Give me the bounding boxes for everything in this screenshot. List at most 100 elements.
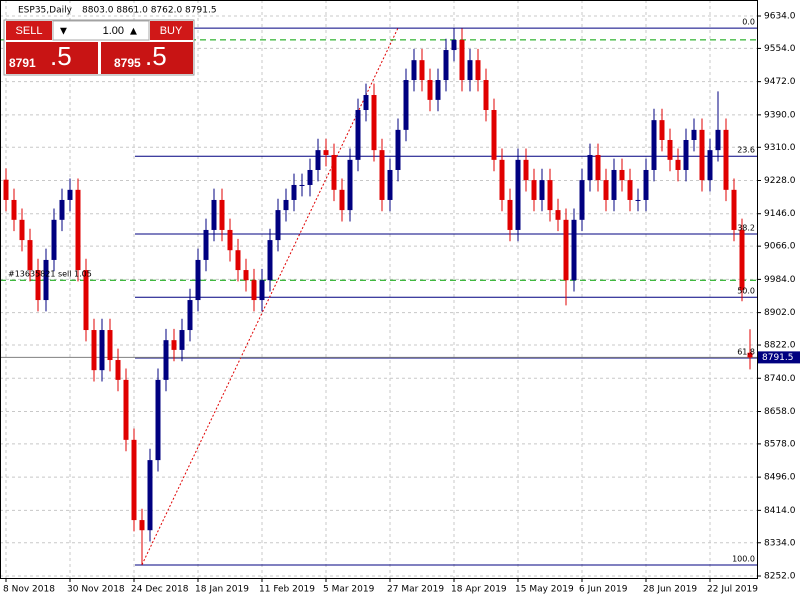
candle-body	[715, 129, 721, 151]
candle-body	[643, 169, 649, 200]
candle-body	[219, 199, 225, 230]
candle-body	[171, 340, 177, 350]
candle-body	[187, 300, 193, 331]
candle-body	[555, 210, 561, 220]
candle-body	[547, 180, 553, 211]
price-tag-label: 8791.5	[762, 353, 794, 363]
candle-body	[259, 280, 265, 301]
buy-button[interactable]	[150, 21, 193, 40]
candle-body	[483, 80, 489, 111]
candle-body	[163, 340, 169, 380]
candle-body	[11, 199, 17, 220]
marks	[3, 28, 753, 565]
fib-label: 61.8	[737, 347, 755, 356]
candle-body	[347, 159, 353, 211]
lots-value: 1.00	[103, 25, 124, 37]
candle-body	[419, 60, 425, 81]
candle-body	[523, 159, 529, 181]
x-tick-label: 18 Jan 2019	[195, 585, 249, 595]
sell-price-big: 8791	[9, 56, 36, 70]
order-label: #13635821 sell 1.05	[8, 270, 92, 279]
y-tick-label: 8414.0	[764, 506, 796, 516]
buy-price-small: .5	[145, 41, 167, 71]
y-tick-label: 9066.0	[764, 242, 796, 252]
candle-body	[99, 330, 105, 371]
y-tick-label: 8496.0	[764, 473, 796, 483]
candle-body	[27, 240, 33, 271]
candle-body	[651, 120, 657, 170]
candle-body	[667, 139, 673, 160]
candle-body	[595, 154, 601, 181]
candle-body	[307, 169, 313, 185]
candle-body	[531, 180, 537, 200]
x-tick-label: 18 Apr 2019	[451, 585, 507, 595]
x-tick-label: 15 May 2019	[515, 585, 574, 595]
sell-button[interactable]	[6, 21, 52, 40]
sell-label: SELL	[16, 25, 43, 37]
candle-body	[371, 95, 377, 151]
y-tick-label: 8822.0	[764, 341, 796, 351]
candle-body	[563, 219, 569, 281]
x-tick-label: 8 Nov 2018	[3, 585, 55, 595]
y-tick-label: 8334.0	[764, 538, 796, 548]
price-tag	[758, 351, 800, 364]
candle-body	[379, 150, 385, 200]
candle-body	[107, 330, 113, 361]
fib-label: 0.0	[742, 18, 755, 27]
candle-body	[243, 270, 249, 281]
candle-body	[35, 270, 41, 301]
candle-body	[123, 379, 129, 440]
candle-body	[355, 110, 361, 160]
fib-label: 23.6	[737, 146, 755, 155]
y-tick-label: 9310.0	[764, 143, 796, 153]
candle-body	[43, 259, 49, 301]
fib-label: 50.0	[737, 287, 755, 296]
candle-body	[427, 80, 433, 100]
candle-body	[467, 60, 473, 81]
x-tick-label: 24 Dec 2018	[131, 585, 189, 595]
y-tick-label: 8658.0	[764, 407, 796, 417]
y-tick-label: 8902.0	[764, 308, 796, 318]
x-tick-label: 30 Nov 2018	[67, 585, 125, 595]
candle-body	[395, 129, 401, 170]
lots-field[interactable]	[52, 20, 150, 41]
fib-label: 100.0	[732, 555, 755, 564]
candle-body	[299, 184, 305, 186]
fib-label: 38.2	[737, 224, 755, 233]
y-tick-label: 9146.0	[764, 209, 796, 219]
candle-body	[283, 199, 289, 211]
candle-body	[691, 129, 697, 140]
candle-body	[179, 330, 185, 350]
buy-price-big: 8795	[114, 56, 141, 70]
candle-body	[139, 520, 145, 531]
candle-body	[147, 460, 153, 531]
sell-price-box[interactable]	[6, 42, 98, 74]
candle-body	[275, 210, 281, 241]
candle-body	[539, 180, 545, 200]
candle-body	[603, 180, 609, 200]
y-tick-label: 8740.0	[764, 374, 796, 384]
candle-body	[331, 154, 337, 190]
buy-price-box[interactable]	[101, 42, 193, 74]
candle-body	[699, 129, 705, 181]
candle-body	[403, 80, 409, 130]
candle-body	[75, 189, 81, 271]
candle-body	[739, 229, 745, 290]
candle-body	[251, 280, 257, 301]
candle-body	[515, 159, 521, 230]
y-tick-label: 9472.0	[764, 77, 796, 87]
candle-body	[3, 179, 9, 200]
candle-body	[451, 39, 457, 51]
candle-body	[51, 219, 57, 260]
candle-body	[627, 180, 633, 200]
candle-body	[315, 150, 321, 170]
candle-body	[203, 229, 209, 260]
candle-body	[707, 150, 713, 181]
candle-body	[619, 169, 625, 181]
y-tick-label: 8252.0	[764, 572, 796, 582]
candle-body	[491, 110, 497, 160]
candle-body	[155, 379, 161, 461]
candle-body	[723, 129, 729, 190]
